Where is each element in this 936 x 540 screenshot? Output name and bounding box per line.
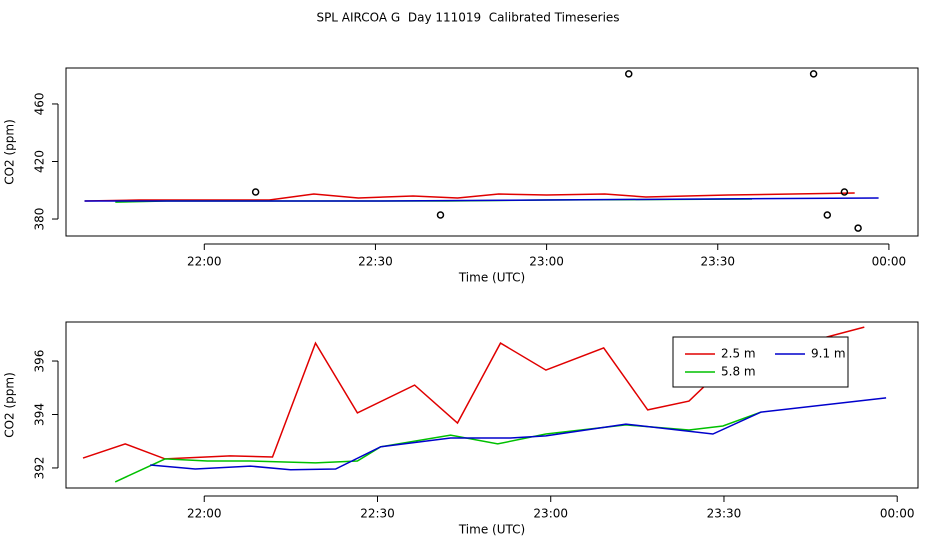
y-axis-label: CO2 (ppm)	[3, 372, 17, 438]
series-line	[114, 411, 762, 483]
series-line	[82, 326, 865, 460]
outlier-point	[854, 224, 862, 232]
series-line	[84, 197, 879, 202]
x-tick-label: 22:00	[187, 255, 222, 269]
legend-box	[672, 336, 849, 388]
y-tick-label: 380	[33, 208, 47, 231]
x-tick-label: 23:30	[700, 255, 735, 269]
x-axis-label: Time (UTC)	[458, 271, 525, 285]
x-tick-label: 22:30	[360, 507, 395, 521]
plot-frame	[65, 67, 919, 237]
plot-frame	[65, 321, 919, 489]
x-tick-label: 00:00	[880, 507, 915, 521]
outlier-point	[625, 70, 633, 78]
x-tick-label: 23:30	[707, 507, 742, 521]
y-tick-label: 420	[33, 150, 47, 173]
y-axis-label: CO2 (ppm)	[3, 119, 17, 185]
x-axis-label: Time (UTC)	[458, 523, 525, 537]
x-tick-label: 22:00	[187, 507, 222, 521]
x-tick-label: 23:00	[529, 255, 564, 269]
y-tick-label: 392	[33, 456, 47, 479]
legend-label: 2.5 m	[721, 347, 756, 361]
page-title: SPL AIRCOA G Day 111019 Calibrated Times…	[316, 11, 619, 25]
outlier-point	[436, 211, 445, 219]
x-tick-label: 23:00	[533, 507, 568, 521]
series-line	[84, 192, 855, 202]
y-tick-label: 460	[33, 93, 47, 116]
x-tick-label: 22:30	[358, 255, 393, 269]
outlier-point	[809, 70, 818, 78]
series-line	[150, 397, 887, 471]
legend-label: 5.8 m	[721, 365, 756, 379]
x-tick-label: 00:00	[872, 255, 907, 269]
y-tick-label: 394	[33, 403, 47, 426]
legend-label: 9.1 m	[811, 347, 846, 361]
outlier-point	[840, 188, 849, 196]
outlier-point	[251, 188, 260, 196]
y-tick-label: 396	[33, 350, 47, 373]
outlier-point	[823, 211, 832, 219]
